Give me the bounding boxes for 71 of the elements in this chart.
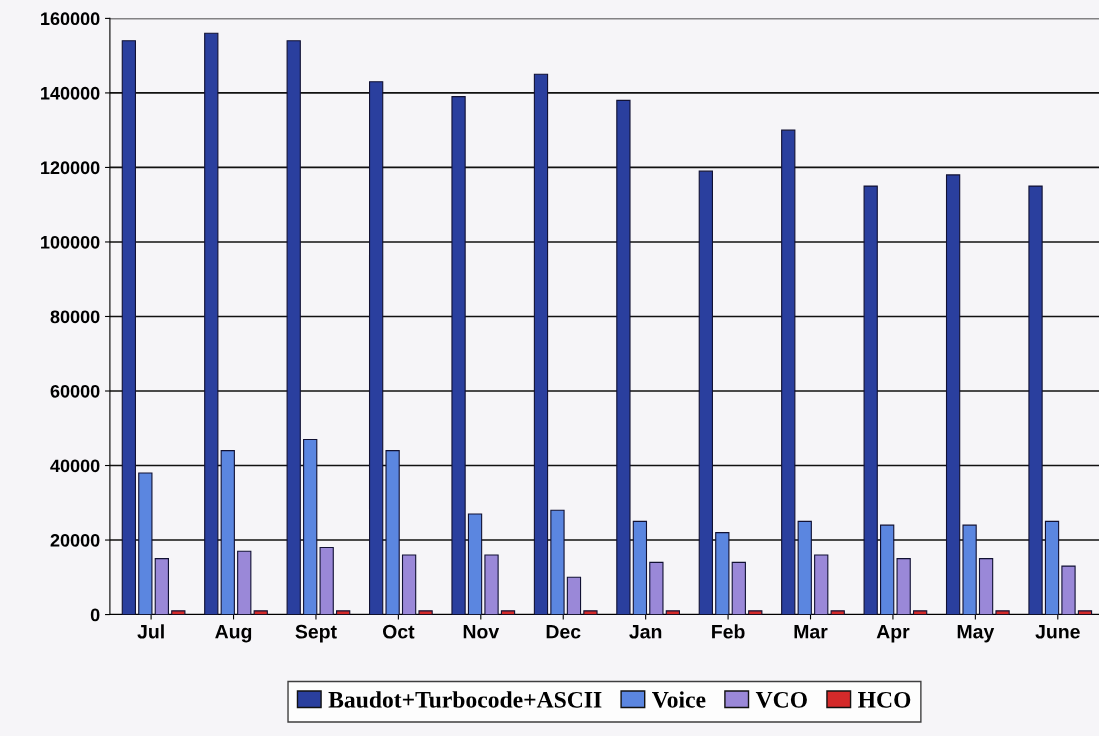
y-tick-label: 120000: [41, 161, 100, 175]
bar: [731, 561, 746, 615]
bar: [385, 450, 400, 615]
bar: [698, 170, 713, 615]
legend-label: Baudot+Turbocode+ASCII: [328, 691, 602, 708]
bar: [912, 610, 928, 615]
bar: [253, 610, 268, 615]
y-tick-label: 60000: [50, 384, 100, 398]
bar: [632, 520, 648, 615]
y-tick-label: 160000: [41, 12, 100, 26]
bar: [1077, 610, 1093, 615]
bar: [368, 81, 384, 615]
legend-label: VCO: [755, 691, 807, 708]
bar: [863, 185, 878, 615]
bar: [401, 554, 417, 615]
x-tick-label: Apr: [876, 625, 910, 643]
bar: [484, 554, 499, 615]
bar: [995, 610, 1010, 615]
bar: [1044, 520, 1060, 615]
bar: [945, 174, 961, 615]
bar: [336, 610, 351, 615]
x-tick-label: Dec: [546, 625, 581, 639]
bar: [880, 524, 895, 615]
bar: [154, 558, 169, 615]
bar: [978, 558, 994, 615]
y-tick-label: 80000: [50, 310, 100, 324]
bar: [665, 610, 681, 615]
bar: [1028, 185, 1043, 615]
bar: [748, 610, 763, 615]
y-tick-label: 20000: [50, 533, 100, 547]
bar: [583, 610, 598, 615]
x-tick-label: Jan: [629, 625, 662, 639]
bar: [962, 524, 977, 615]
x-tick-label: Oct: [382, 624, 415, 639]
x-tick-label: Mar: [794, 625, 828, 639]
x-tick-label: May: [957, 625, 995, 643]
bar: [500, 610, 516, 615]
bar: [237, 550, 252, 615]
x-tick-label: Sept: [295, 624, 337, 643]
bar: [220, 450, 235, 615]
bar: [121, 40, 137, 615]
bar: [303, 438, 318, 615]
x-tick-label: Jul: [137, 624, 164, 639]
bar: [896, 558, 911, 615]
y-tick-label: 100000: [41, 235, 100, 249]
bar: [467, 513, 483, 615]
bar: [418, 610, 433, 615]
bar: [451, 96, 466, 615]
bar: [286, 40, 301, 615]
y-tick-label: 140000: [41, 86, 100, 100]
bar: [566, 576, 582, 615]
x-tick-label: Aug: [215, 624, 252, 643]
bar: [649, 561, 664, 615]
bar: [616, 99, 631, 615]
x-tick-label: June: [1035, 625, 1080, 639]
y-tick-label: 0: [90, 608, 100, 622]
legend-label: HCO: [858, 691, 911, 708]
legend-label: Voice: [652, 691, 706, 708]
bar: [319, 546, 334, 615]
bar: [204, 32, 219, 615]
x-tick-label: Nov: [463, 625, 500, 639]
y-tick-label: 40000: [50, 459, 100, 473]
bar: [830, 610, 845, 615]
bar: [533, 73, 549, 615]
bar: [715, 532, 730, 615]
bar: [138, 472, 153, 615]
bar: [814, 554, 829, 615]
bar: [1061, 565, 1076, 615]
bar: [171, 610, 186, 615]
x-tick-label: Feb: [712, 624, 745, 639]
bar: [550, 509, 565, 615]
